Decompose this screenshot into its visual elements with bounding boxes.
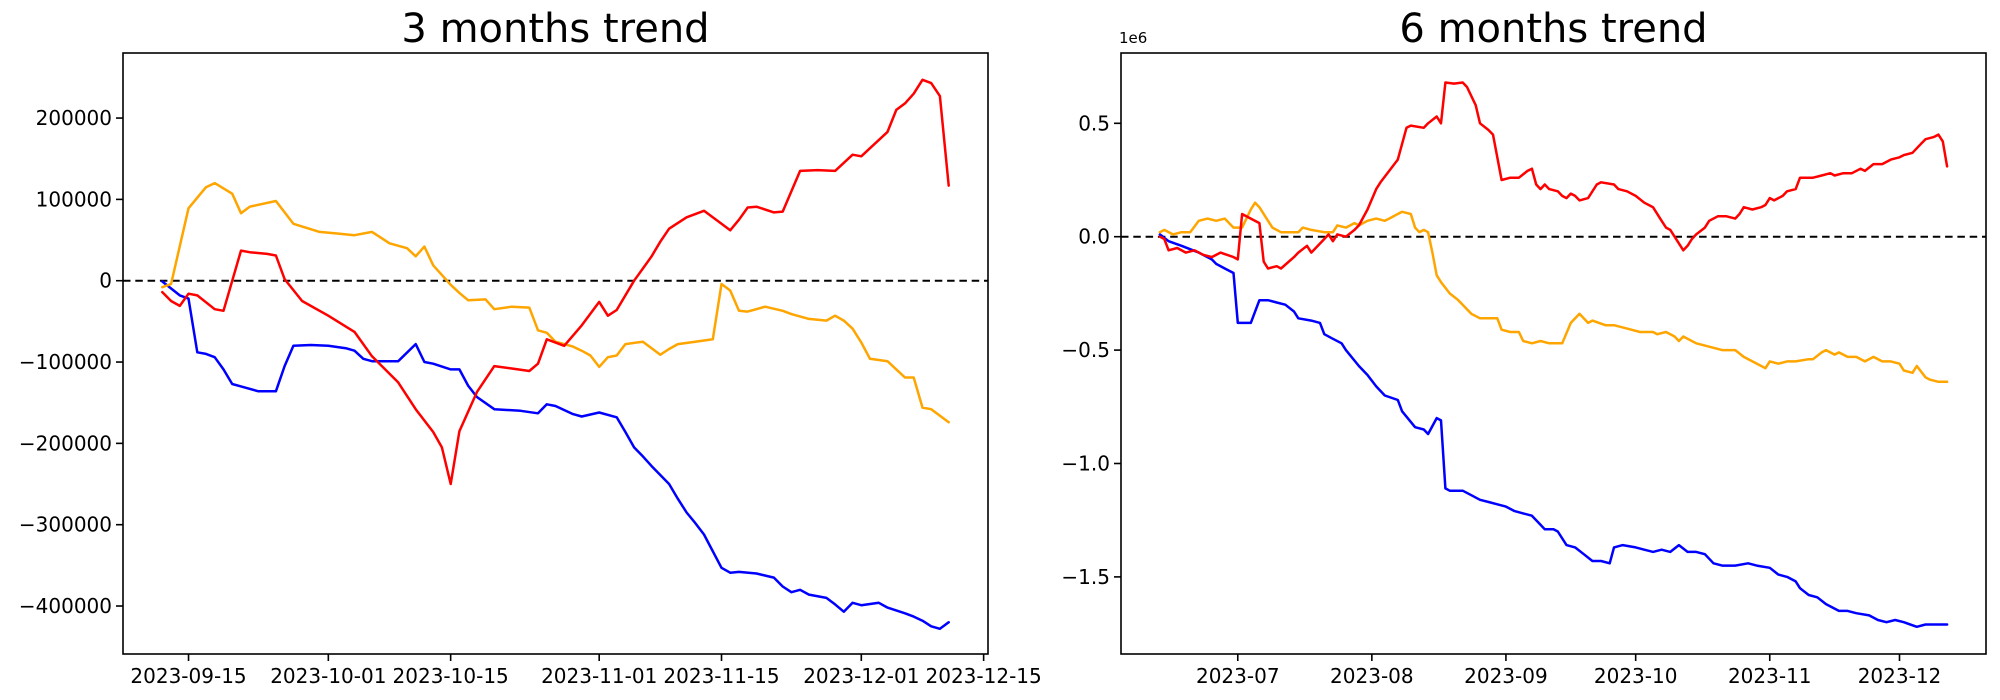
chart-6-months-y-tick-label: −1.0 — [1061, 451, 1110, 475]
chart-6-months-series-orange — [1158, 201, 1949, 384]
chart-6-months-y-tick-label: −0.5 — [1061, 338, 1110, 362]
chart-3-months-series-blue — [161, 280, 950, 631]
chart-3-months-x-tick-label: 2023-09-15 — [130, 664, 246, 688]
chart-6-months-x-tick-label: 2023-07 — [1196, 664, 1280, 688]
chart-6-months-x-tick-label: 2023-09 — [1464, 664, 1548, 688]
chart-3-months-y-tick-label: −200000 — [19, 431, 112, 455]
chart-3-months-series-red — [161, 78, 950, 486]
chart-3-months-y-tick-label: −100000 — [19, 350, 112, 374]
chart-6-months-x-tick-label: 2023-10 — [1594, 664, 1678, 688]
chart-3-months-y-tick-label: −300000 — [19, 513, 112, 537]
chart-6-months-series-red — [1158, 81, 1949, 270]
chart-6-months-y-tick-label: −1.5 — [1061, 565, 1110, 589]
chart-6-months-y-tick-label: 0.0 — [1078, 225, 1110, 249]
chart-6-months: 2023-07 2023-08 2023-09 2023-10 2023-11 2023-… — [1061, 52, 1987, 688]
chart-3-months-y-tick-label: −400000 — [19, 594, 112, 618]
chart-3-months-x-tick-label: 2023-10-15 — [393, 664, 509, 688]
y-axis-offset-label: 1e6 — [1119, 29, 1148, 47]
chart-6-months-x-tick-label: 2023-08 — [1330, 664, 1414, 688]
chart-3-months-x-tick-label: 2023-12-01 — [803, 664, 919, 688]
chart-3-months-x-tick-label: 2023-11-01 — [541, 664, 657, 688]
chart-3-months-y-tick-label: 200000 — [36, 106, 112, 130]
left-chart-title: 3 months trend — [401, 6, 710, 52]
chart-6-months-series-blue — [1158, 233, 1949, 629]
chart-6-months-plot-border — [1120, 52, 1987, 655]
chart-6-months-x-tick-label: 2023-11 — [1728, 664, 1812, 688]
chart-3-months-plot-border — [122, 52, 989, 655]
chart-3-months-y-tick-label: 100000 — [36, 187, 112, 211]
chart-3-months-x-tick-label: 2023-10-01 — [270, 664, 386, 688]
chart-3-months-y-tick-label: 0 — [99, 269, 112, 293]
right-chart-title: 6 months trend — [1399, 6, 1708, 52]
chart-3-months-x-tick-label: 2023-11-15 — [663, 664, 779, 688]
chart-3-months-x-tick-label: 2023-12-15 — [926, 664, 1042, 688]
chart-3-months: 2023-09-15 2023-10-01 2023-10-15 2023-11-01… — [19, 52, 1042, 688]
chart-6-months-x-tick-label: 2023-12 — [1858, 664, 1942, 688]
chart-3-months-series-orange — [161, 181, 950, 424]
chart-6-months-y-tick-label: 0.5 — [1078, 111, 1110, 135]
